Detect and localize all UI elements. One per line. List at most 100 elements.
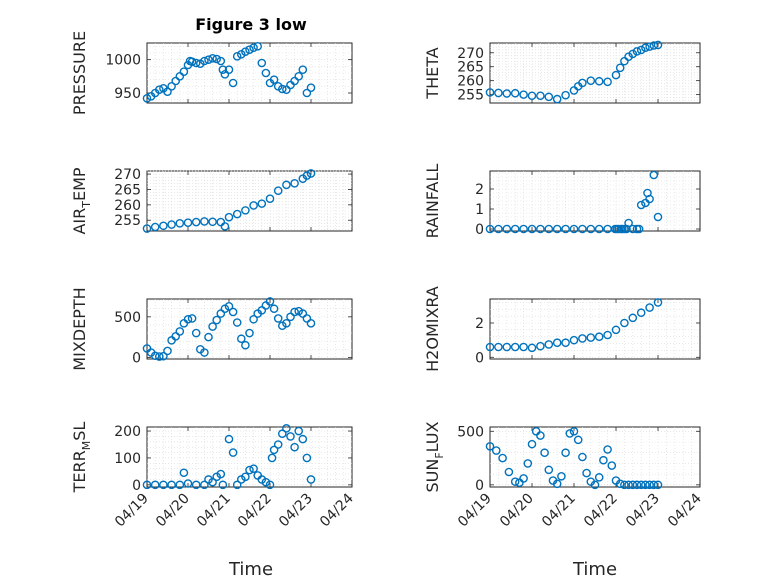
y-axis-label: SUNFLUX: [423, 421, 446, 492]
data-point: [249, 464, 258, 474]
y-axis-label: H2OMIXRA: [423, 286, 442, 372]
data-point: [290, 179, 299, 188]
data-point: [607, 461, 617, 470]
y-tick-label: 0: [475, 222, 484, 238]
data-point: [142, 224, 152, 233]
data-point: [653, 212, 663, 222]
y-tick-label: 500: [114, 310, 141, 326]
data-point: [561, 338, 570, 348]
data-point: [578, 452, 587, 462]
data-point: [224, 301, 234, 311]
data-point: [154, 85, 164, 94]
y-tick-label: 255: [457, 88, 484, 104]
data-point: [653, 480, 663, 490]
data-point: [603, 77, 612, 87]
data-point: [208, 477, 217, 487]
data-point: [634, 224, 644, 234]
x-tick-label: 04/20: [497, 491, 537, 531]
data-point: [306, 475, 316, 484]
data-point: [159, 480, 168, 490]
data-point: [265, 480, 275, 490]
data-point: [245, 465, 254, 475]
data-point: [578, 334, 587, 343]
y-axis-label: MIXDEPTH: [70, 287, 89, 370]
data-point: [485, 224, 495, 234]
y-tick-label: 0: [132, 350, 141, 366]
y-tick-label: 0: [475, 350, 484, 366]
data-point: [645, 303, 654, 312]
data-point: [519, 474, 528, 483]
data-point: [645, 42, 654, 51]
data-point: [183, 314, 193, 324]
y-axis-label-suffix: LUX: [423, 421, 442, 452]
data-point: [641, 43, 650, 53]
data-point: [594, 473, 604, 482]
data-point: [611, 70, 621, 80]
data-point: [502, 224, 512, 234]
data-point: [269, 445, 279, 455]
data-point: [200, 56, 209, 66]
x-tick-label: 04/21: [194, 491, 234, 531]
data-point: [519, 224, 528, 234]
y-tick-label: 265: [114, 182, 141, 198]
data-point: [154, 352, 164, 361]
data-point: [216, 56, 226, 66]
subplot-7: 0 100 200 04/19 04/20 04/21 04/22 04/23 04/24 TER…: [70, 422, 357, 531]
data-point: [286, 432, 295, 441]
y-tick-label: 260: [457, 74, 484, 90]
x-tick-label: 04/23: [623, 491, 663, 531]
y-tick-label: 270: [457, 46, 484, 62]
data-point: [245, 328, 254, 338]
data-point: [218, 65, 228, 74]
subplot-4: 0 1 2 RAINFALL: [423, 164, 701, 238]
data-point: [615, 479, 625, 489]
data-point: [294, 72, 304, 81]
data-point: [241, 47, 250, 56]
data-point: [249, 314, 258, 324]
data-point: [277, 429, 287, 439]
data-point: [183, 479, 193, 488]
data-point: [645, 194, 654, 204]
x-tick-label: 04/21: [539, 491, 579, 531]
data-point: [159, 351, 168, 361]
data-point: [632, 480, 642, 490]
data-point: [294, 426, 304, 436]
x-tick-label: 04/20: [153, 491, 193, 531]
data-point: [208, 54, 217, 63]
y-axis-label: THETA: [423, 47, 442, 99]
y-axis-label-suffix: SL: [70, 422, 89, 441]
y-axis-label-main: SUN: [423, 459, 442, 493]
y-tick-label: 0: [475, 478, 484, 494]
y-axis-label-main: PRESSURE: [70, 31, 89, 115]
data-point: [167, 82, 176, 91]
data-point: [273, 440, 283, 449]
data-point: [228, 307, 238, 317]
y-axis-label-subscript: M: [80, 441, 93, 451]
data-point: [224, 65, 234, 74]
subplot-6: 0 2 H2OMIXRA: [423, 286, 701, 372]
y-axis-label: TERRMSL: [70, 422, 93, 494]
x-tick-label: 04/19: [455, 491, 495, 531]
data-point: [552, 338, 562, 348]
data-point: [241, 472, 250, 482]
data-point: [212, 54, 221, 64]
data-point: [224, 212, 234, 222]
data-point: [615, 63, 625, 73]
data-point: [573, 435, 583, 445]
data-point: [253, 42, 263, 51]
data-point: [249, 43, 258, 52]
data-point: [569, 224, 579, 234]
data-point: [536, 341, 545, 351]
data-point: [519, 90, 528, 99]
data-point: [586, 76, 596, 85]
data-point: [200, 480, 209, 490]
y-axis-label-suffix: EMP: [70, 167, 89, 201]
data-point: [261, 68, 271, 78]
data-point: [245, 45, 254, 54]
figure-title: Figure 3 low: [195, 15, 307, 34]
y-axis-label-main: THETA: [423, 47, 442, 99]
data-point: [544, 92, 554, 102]
data-point: [277, 84, 287, 94]
